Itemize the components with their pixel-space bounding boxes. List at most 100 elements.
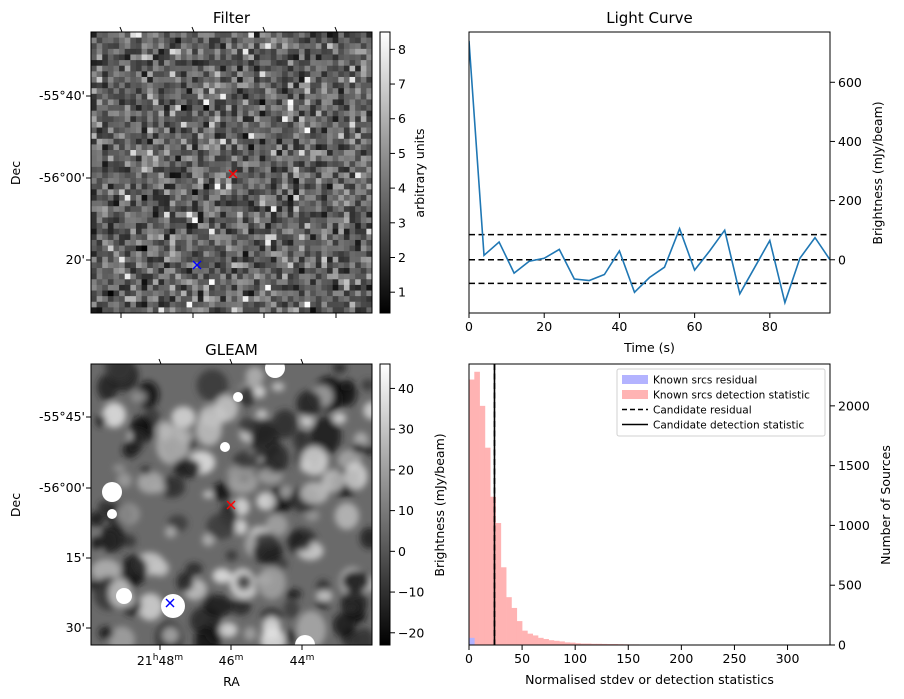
histogram-bar-s1-3 bbox=[484, 447, 491, 645]
filter-colorbar-tick-5: 6 bbox=[398, 111, 406, 126]
histogram-bar-s1-16 bbox=[553, 640, 560, 645]
gleam-colorbar-tick-3: 10 bbox=[398, 503, 414, 518]
gleam-red-cross bbox=[226, 500, 236, 510]
filter-colorbar-tick-6: 7 bbox=[398, 77, 406, 92]
filter-red-cross bbox=[228, 169, 238, 179]
gleam-colorbar-tick-1: 30 bbox=[398, 422, 414, 437]
gleam-panel: GLEAM -55°45' -56°00' 15' 30' Dec 21h48m… bbox=[8, 341, 447, 689]
gleam-blue-cross bbox=[165, 598, 175, 608]
filter-colorbar-ticks: 1 2 3 4 5 6 7 8 bbox=[390, 42, 406, 300]
histogram-bar-s1-15 bbox=[548, 640, 555, 645]
histogram-ytick-2: 1000 bbox=[838, 518, 870, 533]
lightcurve-xtick-3: 60 bbox=[687, 319, 703, 334]
histogram-legend: Known srcs residual Known srcs detection… bbox=[616, 368, 826, 437]
histogram-bar-s1-22 bbox=[585, 643, 592, 645]
filter-frame-ticks bbox=[86, 26, 338, 318]
filter-colorbar-tick-3: 4 bbox=[398, 181, 406, 196]
gleam-colorbar-label: Brightness (mJy/beam) bbox=[432, 433, 447, 576]
histogram-bar-s0-0 bbox=[469, 637, 475, 645]
gleam-xtick-0: 21h48m bbox=[137, 653, 183, 668]
histogram-bar-s1-24 bbox=[596, 643, 603, 645]
histogram-bar-s1-8 bbox=[511, 607, 518, 645]
histogram-bar-s1-5 bbox=[495, 523, 502, 645]
gleam-ytick-1: -56°00' bbox=[39, 480, 85, 495]
histogram-xtick-4: 200 bbox=[669, 651, 693, 666]
histogram-ytick-1: 500 bbox=[838, 578, 862, 593]
filter-ylabel: Dec bbox=[8, 161, 23, 185]
filter-colorbar-tick-1: 2 bbox=[398, 250, 406, 265]
gleam-markers bbox=[165, 500, 236, 608]
lightcurve-ytick-2: 400 bbox=[838, 134, 862, 149]
histogram-ytick-4: 2000 bbox=[838, 398, 870, 413]
gleam-ytick-2: 15' bbox=[66, 550, 85, 565]
filter-colorbar-tick-0: 1 bbox=[398, 285, 406, 300]
gleam-title: GLEAM bbox=[205, 341, 258, 359]
legend-swatch-residual bbox=[622, 375, 648, 384]
histogram-xlabel: Normalised stdev or detection statistics bbox=[525, 672, 774, 687]
gleam-frame-ticks bbox=[86, 358, 304, 650]
histogram-bar-s1-12 bbox=[532, 635, 539, 645]
histogram-bar-s1-14 bbox=[543, 639, 549, 645]
gleam-ytick-0: -55°45' bbox=[39, 409, 85, 424]
histogram-bar-s1-19 bbox=[569, 642, 576, 645]
lightcurve-series-line bbox=[469, 40, 830, 306]
filter-ytick-1: -56°00' bbox=[39, 170, 85, 185]
histogram-xtick-5: 250 bbox=[723, 651, 747, 666]
filter-colorbar bbox=[379, 31, 391, 314]
histogram-bar-s1-11 bbox=[527, 633, 534, 645]
histogram-bar-s1-6 bbox=[500, 567, 507, 645]
filter-markers bbox=[192, 169, 238, 270]
filter-title: Filter bbox=[213, 9, 251, 27]
gleam-colorbar bbox=[379, 363, 391, 646]
histogram-frame bbox=[468, 363, 831, 646]
filter-colorbar-tick-7: 8 bbox=[398, 42, 406, 57]
histogram-bar-s1-0 bbox=[469, 379, 475, 645]
gleam-image bbox=[91, 364, 372, 645]
gleam-ytick-3: 30' bbox=[66, 620, 85, 635]
legend-label-detection: Known srcs detection statistic bbox=[653, 390, 810, 402]
legend-label-residual: Known srcs residual bbox=[653, 375, 757, 387]
gleam-colorbar-tick-5: −10 bbox=[398, 585, 424, 600]
filter-ytick-2: 20' bbox=[66, 252, 85, 267]
gleam-ylabel: Dec bbox=[8, 493, 23, 517]
histogram-bar-s1-20 bbox=[575, 643, 581, 645]
gleam-colorbar-tick-2: 20 bbox=[398, 462, 414, 477]
filter-colorbar-tick-4: 5 bbox=[398, 146, 406, 161]
histogram-ytick-0: 0 bbox=[838, 638, 846, 653]
gleam-xtick-2: 44m bbox=[290, 653, 315, 668]
gleam-colorbar-tick-0: 40 bbox=[398, 381, 414, 396]
histogram-bar-s1-13 bbox=[538, 637, 544, 645]
lightcurve-xlabel: Time (s) bbox=[623, 340, 675, 355]
gleam-colorbar-tick-4: 0 bbox=[398, 544, 406, 559]
legend-label-candidate-residual: Candidate residual bbox=[653, 405, 752, 417]
legend-swatch-detection bbox=[622, 390, 648, 399]
legend-label-candidate-detection: Candidate detection statistic bbox=[653, 420, 805, 432]
lightcurve-ytick-3: 600 bbox=[838, 75, 862, 90]
histogram-bar-s1-9 bbox=[516, 621, 523, 645]
histogram-bar-s1-1 bbox=[474, 371, 480, 645]
lightcurve-xtick-1: 20 bbox=[536, 319, 552, 334]
lightcurve-xtick-2: 40 bbox=[611, 319, 627, 334]
filter-frame bbox=[90, 31, 373, 314]
histogram-xtick-6: 300 bbox=[776, 651, 800, 666]
filter-ytick-0: -55°40' bbox=[39, 88, 85, 103]
lightcurve-ylabel: Brightness (mJy/beam) bbox=[870, 101, 885, 244]
histogram-bar-s1-21 bbox=[580, 643, 587, 645]
histogram-xtick-1: 50 bbox=[514, 651, 530, 666]
lightcurve-title: Light Curve bbox=[606, 9, 692, 27]
lightcurve-ytick-0: 0 bbox=[838, 252, 846, 267]
histogram-bar-s1-7 bbox=[506, 597, 512, 645]
lightcurve-frame bbox=[468, 31, 831, 314]
gleam-xtick-1: 46m bbox=[219, 653, 244, 668]
histogram-xtick-0: 0 bbox=[465, 651, 473, 666]
lightcurve-ytick-1: 200 bbox=[838, 193, 862, 208]
lightcurve-xtick-0: 0 bbox=[465, 319, 473, 334]
histogram-ytick-3: 1500 bbox=[838, 458, 870, 473]
filter-colorbar-label: arbitrary units bbox=[412, 128, 427, 217]
histogram-ylabel: Number of Sources bbox=[878, 445, 893, 565]
filter-image bbox=[91, 32, 372, 313]
histogram-panel: 0 50 100 150 200 250 300 0 500 1000 1500 2000 Norma… bbox=[465, 363, 893, 687]
filter-blue-cross bbox=[192, 260, 202, 270]
gleam-colorbar-tick-6: −20 bbox=[398, 625, 424, 640]
